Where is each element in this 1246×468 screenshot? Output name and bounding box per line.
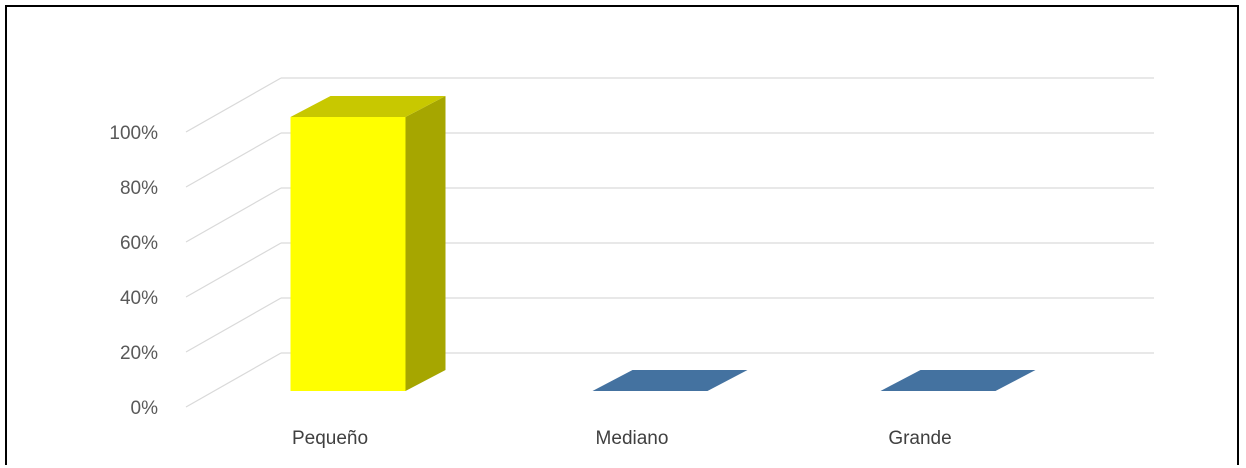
y-tick-label: 20%: [120, 343, 158, 364]
y-tick-label: 0%: [131, 398, 159, 419]
gridline-depth: [185, 352, 282, 408]
bar: [592, 370, 748, 391]
bar: [880, 370, 1036, 391]
gridline-depth: [185, 242, 282, 298]
bar-side: [405, 96, 446, 391]
bar: [290, 117, 406, 391]
gridline-depth: [185, 297, 282, 353]
y-tick-label: 40%: [120, 288, 158, 309]
gridline-depth: [185, 77, 282, 133]
x-tick-label: Mediano: [596, 428, 669, 449]
gridline-depth: [185, 187, 282, 243]
bar-top: [290, 96, 446, 117]
gridline-depth: [185, 132, 282, 188]
y-tick-label: 60%: [120, 233, 158, 254]
y-tick-label: 80%: [120, 178, 158, 199]
y-tick-label: 100%: [109, 123, 158, 144]
x-tick-label: Pequeño: [292, 428, 368, 449]
x-tick-label: Grande: [888, 428, 951, 449]
